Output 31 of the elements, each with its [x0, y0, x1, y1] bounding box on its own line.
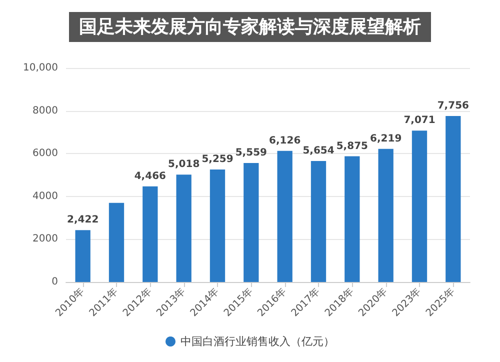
bar [446, 116, 461, 282]
data-label: 6,126 [269, 135, 301, 146]
bar [277, 150, 292, 282]
data-label: 5,875 [336, 140, 368, 152]
y-tick-label: 4000 [32, 190, 58, 202]
data-label: 5,654 [302, 146, 334, 157]
bar [142, 186, 158, 282]
data-label: 5,259 [202, 154, 234, 165]
y-tick-label: 8000 [32, 105, 58, 116]
bar [176, 174, 192, 282]
data-label: 4,466 [134, 170, 166, 182]
y-tick-label: 2000 [32, 234, 58, 245]
chart-title: 国足未来发展方向专家解读与深度展望解析 [79, 16, 421, 38]
data-label: 6,219 [370, 133, 402, 144]
bar [344, 156, 360, 282]
bar [75, 230, 90, 282]
bar [210, 169, 226, 282]
data-label: 7,071 [404, 115, 436, 126]
bar [412, 130, 428, 282]
bar [310, 161, 326, 282]
bar [378, 148, 394, 282]
legend-label: 中国白酒行业销售收入（亿元） [180, 335, 334, 348]
data-label: 5,559 [235, 148, 268, 159]
y-tick-label: 10,000 [23, 62, 58, 74]
bar [244, 163, 259, 282]
data-label: 5,018 [168, 159, 200, 170]
bar [108, 202, 124, 282]
data-label: 7,756 [437, 100, 470, 112]
data-label: 2,422 [67, 214, 99, 226]
y-tick-label: 6000 [32, 148, 58, 160]
y-tick-label: 0 [52, 276, 58, 288]
